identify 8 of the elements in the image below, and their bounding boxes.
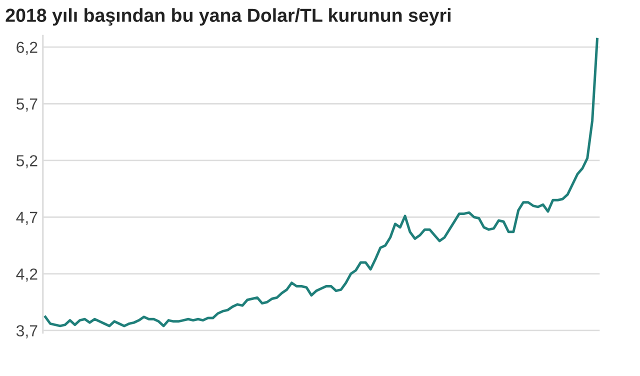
- line-series: [44, 38, 598, 328]
- chart-title: 2018 yılı başından bu yana Dolar/TL kurunun seyri: [6, 8, 450, 26]
- y-tick-label: 6,2: [16, 42, 38, 55]
- y-tick-label: 3,7: [16, 325, 38, 338]
- y-tick-label: 5,2: [16, 155, 38, 168]
- y-tick-label: 4,2: [16, 268, 38, 282]
- y-tick-label: 5,7: [16, 98, 38, 112]
- y-tick-label: 4,7: [16, 212, 38, 225]
